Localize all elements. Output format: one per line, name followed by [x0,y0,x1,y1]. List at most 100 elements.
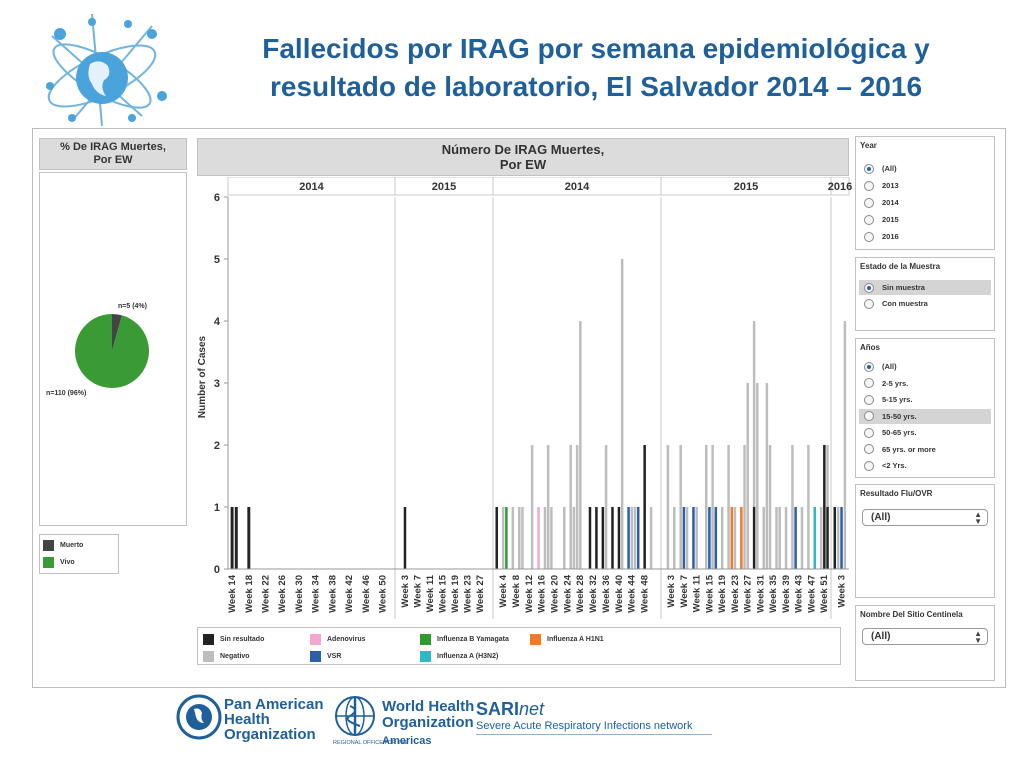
bar-negativo-week-23[interactable] [733,507,737,569]
legend-item-influenza-a-h3n2[interactable]: Influenza A (H3N2) [420,651,498,662]
sitio-select[interactable]: (All) ▲ ▼ [862,628,988,645]
bar-vsr-week-42[interactable] [794,507,797,569]
bar-negativo-week-50[interactable] [819,507,823,569]
radio-option-2-5-yrs[interactable]: 2-5 yrs. [859,376,991,391]
bar-negativo-week-23[interactable] [563,507,566,569]
bar-negativo-week-7[interactable] [511,507,515,569]
bar-sin-resultado-week-51[interactable] [823,445,826,569]
bar-sin-resultado-week-18[interactable] [247,507,251,569]
bar-vsr-week-15[interactable] [708,507,711,569]
bar-negativo-week-30[interactable] [756,383,759,569]
bar-negativo-week-27[interactable] [575,445,579,569]
legend-item-muerto[interactable]: Muerto [43,540,83,551]
bar-negativo-week-27[interactable] [746,383,749,569]
radio-option-sin-muestra[interactable]: Sin muestra [859,280,991,295]
bar-negativo-week-46[interactable] [807,445,810,569]
legend-item-adenovirus[interactable]: Adenovirus [310,634,366,645]
bar-sin-resultado-week-14[interactable] [230,507,234,569]
pie-slice-vivo[interactable] [75,314,150,388]
radio-button-icon[interactable] [864,411,874,421]
bar-vsr-week-3[interactable] [840,507,843,569]
radio-button-icon[interactable] [864,361,874,372]
bar-negativo-week-41[interactable] [791,445,794,569]
radio-option-5-15-yrs[interactable]: 5-15 yrs. [859,392,991,407]
bar-negativo-week-50[interactable] [649,507,653,569]
bar-negativo-week-33[interactable] [765,383,769,569]
legend-item-influenza-a-h1n1[interactable]: Influenza A H1N1 [530,634,604,645]
radio-button-icon[interactable] [864,427,874,438]
radio-option-65-yrs-or-more[interactable]: 65 yrs. or more [859,442,991,457]
bar-negativo-week-52[interactable] [826,445,829,507]
bar-sin-resultado-week-33[interactable] [595,507,598,569]
bar-negativo-week-44[interactable] [630,507,634,569]
bar-negativo-week-41[interactable] [620,259,624,569]
bar-sin-resultado-week-29[interactable] [752,507,756,569]
bar-negativo-week-18[interactable] [546,445,550,569]
bar-sin-resultado-week-31[interactable] [588,507,592,569]
bar-negativo-week-4[interactable] [501,507,505,569]
bar-negativo-week-21[interactable] [727,445,730,569]
bar-negativo-week-28[interactable] [579,321,582,569]
radio-button-icon[interactable] [864,214,874,225]
bar-negativo-week-6[interactable] [679,445,682,569]
bar-negativo-week-37[interactable] [778,507,781,569]
bar-negativo-week-8[interactable] [685,507,689,569]
bar-sin-resultado-week-2[interactable] [495,507,498,569]
resultado-select[interactable]: (All) ▲ ▼ [862,509,988,526]
legend-item-sin-resultado[interactable]: Sin resultado [203,634,264,645]
radio-option-all[interactable]: (All) [859,161,991,176]
bar-negativo-week-34[interactable] [768,445,772,569]
bar-vsr-week-10[interactable] [692,507,695,569]
radio-button-icon[interactable] [864,460,874,471]
radio-option-con-muestra[interactable]: Con muestra [859,296,991,311]
bar-negativo-week-11[interactable] [695,507,698,569]
bar-negativo-week-26[interactable] [572,507,576,569]
radio-option-all[interactable]: (All) [859,359,991,374]
bar-sin-resultado-week-3[interactable] [403,507,407,569]
bar-negativo-week-17[interactable] [543,507,547,569]
bar-negativo-week-2[interactable] [666,445,670,569]
bar-negativo-week-13[interactable] [530,445,534,569]
radio-button-icon[interactable] [864,444,874,454]
bar-sin-resultado-week-1[interactable] [833,507,837,569]
radio-button-icon[interactable] [864,282,874,293]
radio-button-icon[interactable] [864,180,874,191]
bar-negativo-week-4[interactable] [843,321,847,569]
radio-option-2016[interactable]: 2016 [859,229,991,244]
bar-influenza-a-h1n1-week-22[interactable] [730,507,734,569]
bar-sin-resultado-week-38[interactable] [611,507,614,569]
bar-sin-resultado-week-15[interactable] [234,507,238,569]
bar-adenovirus-week-15[interactable] [537,507,540,569]
radio-option-2015[interactable]: 2015 [859,212,991,227]
radio-button-icon[interactable] [864,231,874,242]
radio-button-icon[interactable] [864,163,874,174]
legend-item-influenza-b-yamagata[interactable]: Influenza B Yamagata [420,634,509,645]
radio-option-50-65-yrs[interactable]: 50-65 yrs. [859,425,991,440]
bar-sin-resultado-week-48[interactable] [643,445,646,569]
bar-influenza-a-h3n2-week-48[interactable] [813,507,817,569]
radio-option-15-50-yrs[interactable]: 15-50 yrs. [859,408,991,424]
radio-button-icon[interactable] [864,394,874,405]
radio-button-icon[interactable] [864,197,874,208]
bar-vsr-week-43[interactable] [627,507,630,569]
bar-negativo-week-25[interactable] [569,445,572,569]
bar-negativo-week-29[interactable] [752,321,756,507]
bar-vsr-week-7[interactable] [682,507,686,569]
bar-negativo-week-36[interactable] [775,507,778,569]
legend-item-vivo[interactable]: Vivo [43,557,75,568]
radio-button-icon[interactable] [864,378,874,388]
bar-negativo-week-36[interactable] [604,445,608,569]
bar-negativo-week-4[interactable] [673,507,676,569]
bar-negativo-week-45[interactable] [633,507,637,569]
radio-option-2013[interactable]: 2013 [859,178,991,193]
legend-item-vsr[interactable]: VSR [310,651,341,662]
bar-vsr-week-17[interactable] [714,507,718,569]
bar-negativo-week-44[interactable] [800,507,804,569]
bar-negativo-week-9[interactable] [517,507,521,569]
bar-sin-resultado-week-35[interactable] [601,507,605,569]
bar-influenza-a-h1n1-week-25[interactable] [740,507,743,569]
bar-negativo-week-10[interactable] [521,507,524,569]
bar-negativo-week-16[interactable] [711,445,714,569]
radio-option-2-yrs[interactable]: <2 Yrs. [859,458,991,473]
bar-influenza-b-yamagata-week-5[interactable] [505,507,508,569]
